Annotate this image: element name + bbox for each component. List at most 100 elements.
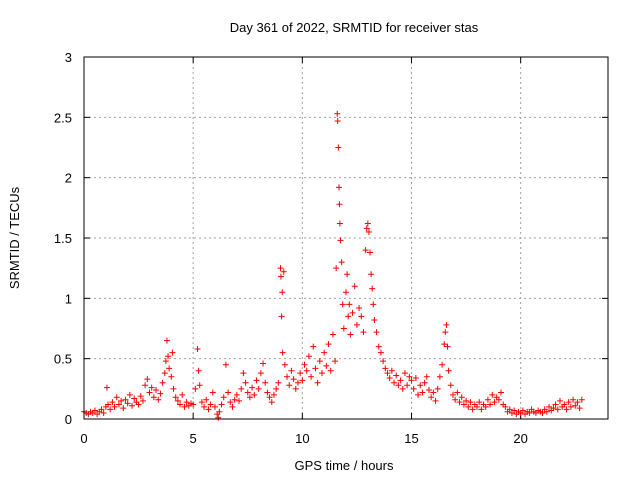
data-point <box>159 379 166 386</box>
data-point <box>194 346 201 353</box>
y-tick-label: 1.5 <box>54 231 72 246</box>
data-point <box>195 367 202 374</box>
data-point <box>242 379 249 386</box>
data-point <box>495 396 502 403</box>
data-point <box>218 401 225 408</box>
data-point <box>155 396 162 403</box>
x-tick-label: 20 <box>513 431 527 446</box>
data-point <box>572 402 579 409</box>
data-point <box>419 389 426 396</box>
x-tick-label: 15 <box>404 431 418 446</box>
y-axis-label: SRMTID / TECUs <box>7 186 22 289</box>
x-axis-label: GPS time / hours <box>295 458 394 473</box>
data-point <box>441 341 448 348</box>
data-point <box>369 285 376 292</box>
data-point <box>511 407 518 414</box>
data-point <box>253 377 260 384</box>
data-point <box>546 403 553 410</box>
data-point <box>270 391 277 398</box>
data-point <box>273 385 280 392</box>
data-point <box>563 406 570 413</box>
data-point <box>205 406 212 413</box>
data-point <box>454 389 461 396</box>
data-point <box>458 394 465 401</box>
data-point <box>286 382 293 389</box>
data-point <box>498 389 505 396</box>
grid-lines <box>84 57 608 419</box>
data-point <box>539 409 546 416</box>
data-point <box>172 394 179 401</box>
data-point <box>343 289 349 296</box>
data-point <box>275 379 282 386</box>
data-point <box>142 382 149 389</box>
data-point <box>399 385 406 392</box>
data-point <box>339 301 346 308</box>
data-point <box>377 349 384 356</box>
data-point <box>162 358 169 365</box>
y-tick-label: 3 <box>65 50 72 65</box>
data-point <box>260 360 267 367</box>
data-point <box>415 391 422 398</box>
data-point <box>146 389 153 396</box>
data-point <box>303 367 310 374</box>
data-point <box>444 343 451 350</box>
data-point <box>290 376 297 383</box>
data-point <box>150 394 157 401</box>
data-point <box>365 228 372 235</box>
data-point <box>266 394 273 401</box>
data-point <box>246 394 253 401</box>
data-point <box>220 394 227 401</box>
data-point <box>131 395 138 402</box>
tick-labels: 0 0.5 1 1.5 2 2.5 3 0 5 10 15 20 <box>54 50 528 446</box>
y-tick-label: 2 <box>65 171 72 186</box>
plot-frame <box>83 56 609 420</box>
data-point <box>277 273 284 280</box>
data-point <box>333 265 340 272</box>
data-point <box>113 394 120 401</box>
data-point <box>316 358 323 365</box>
data-point <box>321 349 328 356</box>
data-point <box>215 414 222 421</box>
data-point <box>207 401 214 408</box>
data-point <box>578 396 585 403</box>
data-point <box>334 110 341 117</box>
data-point <box>233 391 240 398</box>
data-point <box>135 401 142 408</box>
data-point <box>168 373 175 380</box>
data-point <box>124 400 131 407</box>
data-point <box>449 391 456 398</box>
data-point <box>308 373 315 380</box>
data-point <box>314 379 321 386</box>
data-point <box>345 313 352 320</box>
data-point <box>212 403 218 410</box>
data-point <box>574 399 581 406</box>
data-point <box>543 408 550 415</box>
data-point <box>395 382 402 389</box>
data-point <box>476 399 483 406</box>
data-point <box>336 201 343 208</box>
data-point <box>334 117 341 124</box>
x-tick-label: 5 <box>190 431 197 446</box>
data-point <box>297 370 304 377</box>
data-point <box>406 373 413 380</box>
data-point <box>432 397 439 404</box>
data-point <box>98 406 105 413</box>
data-point <box>301 361 308 368</box>
data-point <box>482 403 489 410</box>
data-point <box>190 401 197 408</box>
y-tick-label: 0 <box>65 412 72 427</box>
data-point <box>526 409 533 416</box>
data-point <box>552 401 559 408</box>
data-point <box>445 367 452 374</box>
data-point <box>163 337 170 344</box>
data-point <box>153 387 160 394</box>
data-point <box>430 389 437 396</box>
data-point <box>268 399 275 406</box>
data-point <box>554 406 561 413</box>
data-point <box>203 396 210 403</box>
data-point <box>310 343 317 350</box>
data-point <box>281 361 288 368</box>
x-tick-label: 0 <box>80 431 87 446</box>
data-point <box>240 370 247 377</box>
data-point <box>236 397 243 404</box>
